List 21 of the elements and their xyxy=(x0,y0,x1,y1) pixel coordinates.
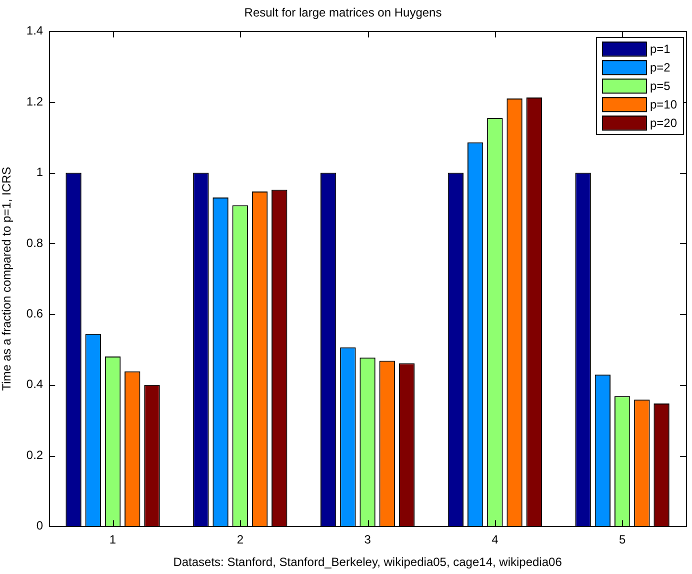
x-axis-title: Datasets: Stanford, Stanford_Berkeley, wikipedia05, cage14, wikipedia06 xyxy=(173,555,562,570)
y-tick-label: 1.2 xyxy=(26,94,44,108)
legend-label: p=5 xyxy=(650,78,671,93)
x-tick-label: 2 xyxy=(236,532,244,547)
x-tick-label: 5 xyxy=(618,532,626,547)
legend-label: p=10 xyxy=(650,97,678,112)
y-tick-label: 1.4 xyxy=(26,24,44,38)
y-tick-label: 1 xyxy=(36,165,44,180)
legend-label: p=1 xyxy=(650,42,671,56)
x-tick-label: 3 xyxy=(364,532,372,547)
x-tick-label: 1 xyxy=(109,532,116,547)
chart-title: Result for large matrices on Huygens xyxy=(244,6,442,20)
legend-label: p=2 xyxy=(650,60,671,74)
y-tick-label: 0.4 xyxy=(26,377,44,392)
y-tick-label: 0 xyxy=(36,518,44,533)
y-tick-label: 0.6 xyxy=(26,306,44,320)
x-tick-label: 4 xyxy=(492,532,499,547)
y-tick-label: 0.8 xyxy=(26,236,44,250)
y-axis-title: Time as a fraction compared to p=1, ICRS xyxy=(0,166,14,391)
legend-label: p=20 xyxy=(650,116,678,130)
y-tick-label: 0.2 xyxy=(26,448,44,462)
